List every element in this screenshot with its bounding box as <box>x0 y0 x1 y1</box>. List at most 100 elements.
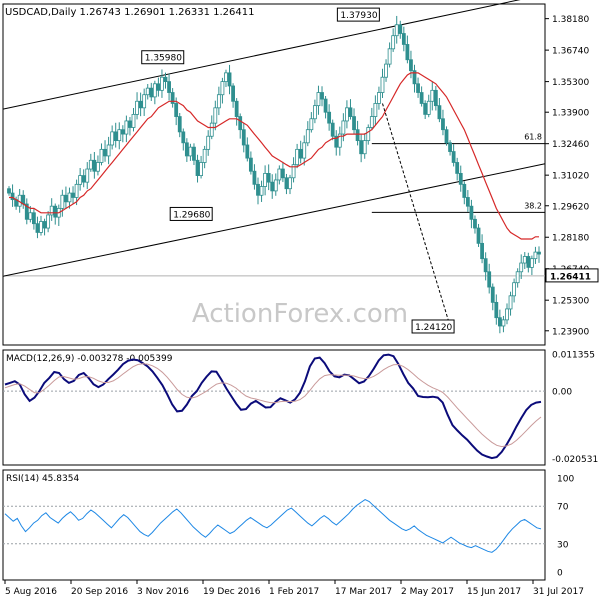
x-tick-label: 15 Jun 2017 <box>467 587 521 597</box>
candle-body <box>10 192 15 201</box>
macd-frame <box>2 349 546 466</box>
candle-body <box>419 92 424 104</box>
candle-body <box>494 301 499 319</box>
candle-body <box>216 94 221 109</box>
candle-body <box>209 122 214 137</box>
macd-panel: MACD(12,26,9) -0.003278 -0.005399 0.01135… <box>2 349 598 466</box>
candle-body <box>519 262 524 273</box>
candle-body <box>7 188 11 194</box>
rsi-y-tick-label: 70 <box>557 503 569 513</box>
macd-y-tick-label: 0.011355 <box>552 350 595 360</box>
candle-body <box>334 135 339 148</box>
candle-body <box>448 142 452 152</box>
rsi-title: RSI(14) 45.8354 <box>6 474 79 484</box>
candle-body <box>387 48 392 65</box>
candle-body <box>170 92 175 104</box>
candle-body <box>430 89 435 102</box>
candle-body <box>60 194 65 209</box>
candle-body <box>280 168 285 179</box>
candle-body <box>433 89 438 107</box>
candle-body <box>138 100 143 109</box>
fib-level-label: 61.8 <box>524 133 542 142</box>
annotation-box <box>411 319 455 334</box>
x-axis: 5 Aug 2016 20 Sep 2016 3 Nov 2016 19 Dec 20… <box>4 580 584 597</box>
candle-body <box>409 59 413 72</box>
candle-body <box>24 203 29 220</box>
candle-body <box>316 92 321 107</box>
candle-body <box>28 212 33 220</box>
price-y-tick-label: 1.36740 <box>552 47 589 57</box>
watermark-layer: ActionForex.com <box>192 299 408 329</box>
candle-body <box>522 256 527 264</box>
candle-body <box>377 92 381 104</box>
current-price-label: 1.26411 <box>550 272 591 282</box>
candle-body <box>508 295 513 310</box>
candle-body <box>437 105 442 120</box>
candle-body <box>142 94 147 109</box>
candle-body <box>465 197 470 207</box>
candle-body <box>313 105 317 120</box>
x-tick-label: 19 Dec 2016 <box>203 587 261 597</box>
candle-body <box>355 129 360 142</box>
annotation-label: 1.29680 <box>173 210 210 220</box>
candle-body <box>167 81 171 93</box>
candle-body <box>369 116 374 128</box>
candle-body <box>497 317 502 327</box>
candle-body <box>245 144 250 159</box>
candle-body <box>88 159 93 170</box>
candle-body <box>426 100 431 115</box>
candle-body <box>181 131 186 144</box>
price-y-tick-label: 1.38180 <box>552 15 589 25</box>
candle-body <box>156 83 161 91</box>
candle-body <box>152 83 157 98</box>
macd-y-tick-label: 0.00 <box>552 388 572 398</box>
dashed-trend-line <box>382 103 451 327</box>
candle-body <box>96 162 100 172</box>
candle-body <box>224 72 228 82</box>
candle-body <box>529 258 534 268</box>
x-tick-label: 17 Mar 2017 <box>335 587 392 597</box>
rsi-line <box>4 499 542 553</box>
candle-body <box>352 116 356 131</box>
candle-body <box>366 127 371 142</box>
candle-body <box>99 148 104 163</box>
candle-body <box>483 258 488 273</box>
candle-body <box>85 168 90 183</box>
candle-body <box>64 194 68 203</box>
candle-body <box>476 227 481 244</box>
candle-body <box>451 151 456 163</box>
candle-body <box>284 177 289 190</box>
candle-body <box>266 173 271 183</box>
x-tick-label: 5 Aug 2016 <box>5 587 57 597</box>
candle-body <box>515 271 520 284</box>
candle-body <box>234 100 239 117</box>
candle-body <box>537 251 541 255</box>
candle-body <box>238 116 243 131</box>
candle-body <box>124 120 129 135</box>
candle-body <box>362 140 367 155</box>
channel-line-upper <box>2 0 521 110</box>
candle-body <box>337 133 342 148</box>
rsi-y-tick-label: 0 <box>557 569 563 579</box>
candle-body <box>202 148 207 163</box>
candle-body <box>359 140 364 155</box>
candle-body <box>259 186 264 196</box>
candle-body <box>305 129 310 144</box>
candle-body <box>458 173 463 185</box>
price-y-tick-label: 1.35300 <box>552 78 589 88</box>
candle-body <box>490 286 495 303</box>
fib-level-label: 38.2 <box>524 201 542 210</box>
candle-body <box>341 120 346 135</box>
price-y-tick-label: 1.31020 <box>552 172 589 182</box>
candle-body <box>92 159 97 172</box>
candle-body <box>320 92 324 100</box>
x-tick-label: 3 Nov 2016 <box>137 587 189 597</box>
macd-signal-line <box>4 363 542 448</box>
macd-y-tick-label: -0.020531 <box>552 455 598 465</box>
candle-body <box>131 113 136 128</box>
candle-body <box>323 98 328 113</box>
candle-body <box>145 87 150 96</box>
candle-body <box>106 144 111 157</box>
